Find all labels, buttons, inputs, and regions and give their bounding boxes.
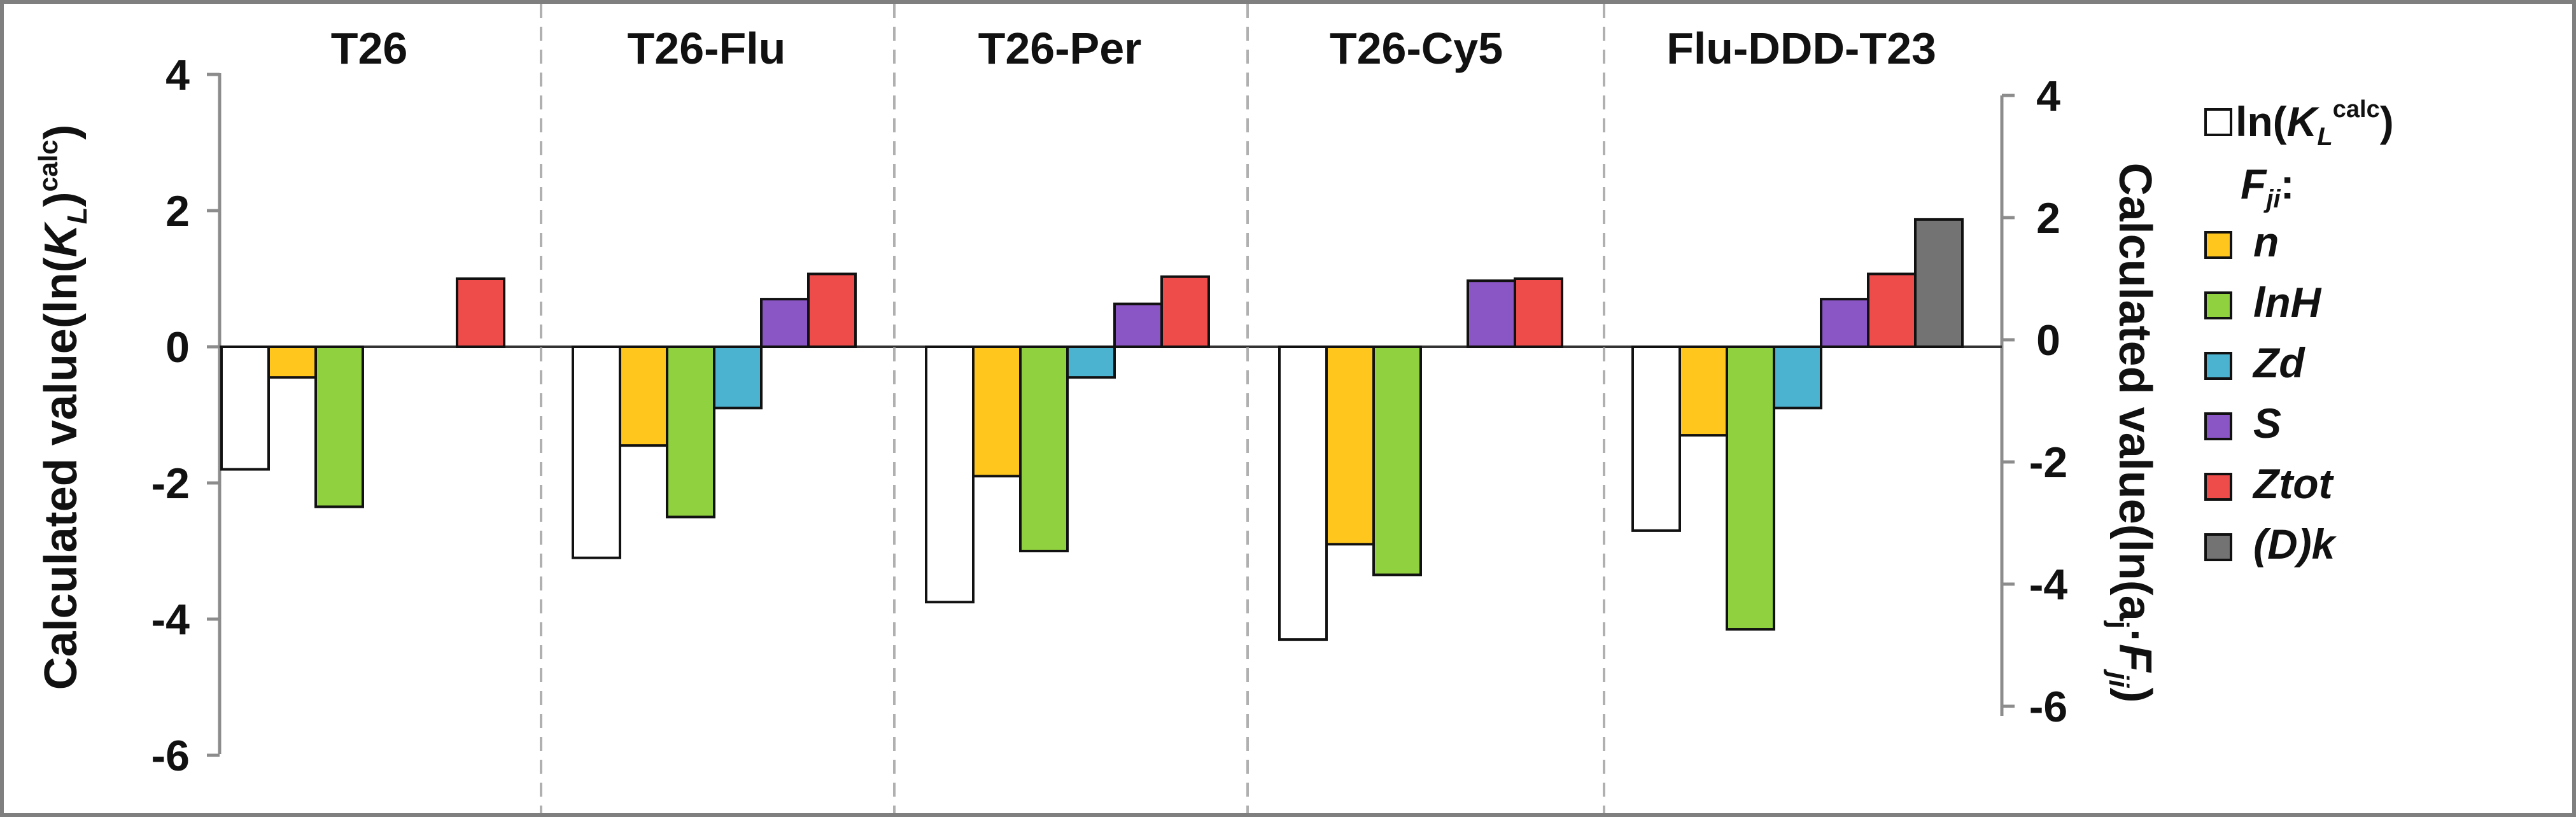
bar-flu-ddd-t23-4 [1820, 298, 1869, 349]
bar-flu-ddd-t23-2 [1726, 346, 1775, 631]
bar-t26-0 [220, 346, 270, 471]
bar-t26-per-4 [1113, 302, 1163, 348]
legend-swatch-0 [2204, 231, 2232, 259]
bar-t26-flu-5 [807, 272, 857, 349]
legend-header-colon: : [2281, 160, 2295, 207]
bar-t26-2 [314, 346, 364, 508]
left-tick-label-0: 4 [165, 51, 190, 99]
left-ylabel-k: K [36, 221, 87, 257]
right-tick-label-4: -4 [2029, 561, 2068, 609]
right-ylabel-dot: · [2109, 629, 2160, 644]
right-y-axis-label: Calculated value(ln(aj·Fji) [2103, 163, 2160, 703]
right-tick-label-0: 4 [2036, 72, 2060, 120]
bars-group [220, 218, 1964, 641]
legend-header-f: F [2241, 160, 2267, 207]
left-tick-label-5: -6 [151, 732, 190, 780]
legend-swatch-4 [2204, 473, 2232, 501]
legend-swatch-lnkl [2204, 108, 2232, 136]
bar-t26-cy5-1 [1325, 346, 1375, 546]
panel-title-1: T26 [331, 24, 408, 73]
bar-t26-per-0 [925, 346, 975, 604]
bar-t26-cy5-2 [1372, 346, 1422, 576]
bar-flu-ddd-t23-0 [1631, 346, 1681, 532]
legend-label-lnkl: ln(KLcalc) [2235, 96, 2394, 151]
bar-t26-flu-0 [572, 346, 621, 559]
panel-title-4: T26-Cy5 [1330, 24, 1503, 73]
legend: ln(KLcalc) Fji: n lnH Zd S Ztot (D)k [2204, 96, 2394, 568]
legend-label-5: (D)k [2253, 520, 2337, 568]
left-ylabel-sup-calc: calc [33, 140, 63, 192]
left-y-ticks: 4 2 0 -2 -4 -6 [151, 51, 220, 780]
legend-lnkl-sub-l: L [2317, 123, 2332, 151]
left-tick-label-4: -4 [151, 596, 190, 644]
right-tick-label-5: -6 [2029, 683, 2067, 731]
panel-title-2: T26-Flu [628, 24, 786, 73]
legend-lnkl-prefix: ln( [2235, 98, 2287, 145]
bar-t26-per-5 [1160, 275, 1210, 349]
legend-label-1: lnH [2253, 279, 2322, 326]
right-ylabel-prefix: Calculated value(ln(a [2109, 163, 2160, 622]
bar-t26-flu-4 [760, 298, 810, 349]
bar-t26-5 [456, 277, 505, 348]
legend-lnkl-end: ) [2380, 98, 2394, 145]
left-ylabel-prefix: Calculated value(ln( [36, 257, 87, 690]
bar-flu-ddd-t23-1 [1679, 346, 1728, 437]
right-ylabel-sub-ji: ji [2103, 669, 2134, 688]
left-ylabel-end: ) [36, 125, 87, 140]
legend-swatch-3 [2204, 412, 2232, 440]
legend-header: Fji: [2241, 160, 2295, 213]
right-tick-label-1: 2 [2036, 194, 2060, 242]
bar-t26-flu-3 [713, 346, 763, 410]
legend-header-sub-ji: ji [2263, 185, 2281, 213]
right-ylabel-sub-j: j [2103, 620, 2134, 629]
left-y-axis-label: Calculated value(ln(KL)calc) [33, 125, 93, 690]
left-tick-label-2: 0 [165, 323, 190, 372]
bar-t26-1 [267, 346, 317, 379]
legend-label-0: n [2253, 218, 2279, 265]
right-tick-label-2: 0 [2036, 316, 2060, 365]
legend-label-4: Ztot [2252, 460, 2335, 507]
bar-flu-ddd-t23-3 [1773, 346, 1822, 410]
legend-swatch-5 [2204, 533, 2232, 561]
panel-title-3: T26-Per [978, 24, 1142, 73]
bar-t26-cy5-4 [1467, 279, 1516, 348]
bar-flu-ddd-t23-6 [1914, 218, 1964, 348]
right-y-ticks: 4 2 0 -2 -4 -6 [2002, 72, 2067, 731]
bar-t26-flu-1 [619, 346, 668, 447]
bar-t26-per-2 [1019, 346, 1069, 552]
bar-t26-cy5-5 [1514, 277, 1563, 348]
legend-lnkl-k: K [2287, 98, 2320, 145]
left-ylabel-close: ) [36, 192, 87, 207]
left-ylabel-sub-l: L [62, 207, 93, 224]
bar-t26-cy5-0 [1278, 346, 1328, 641]
legend-items: n lnH Zd S Ztot (D)k [2204, 218, 2337, 568]
right-ylabel-end: ) [2109, 687, 2160, 702]
legend-label-2: Zd [2252, 339, 2305, 386]
left-tick-label-1: 2 [165, 187, 190, 235]
legend-swatch-1 [2204, 291, 2232, 319]
legend-lnkl-sup-calc: calc [2333, 96, 2380, 123]
left-tick-label-3: -2 [151, 459, 190, 508]
legend-label-3: S [2253, 400, 2281, 447]
right-tick-label-3: -2 [2029, 438, 2067, 487]
bar-flu-ddd-t23-5 [1867, 272, 1917, 349]
panel-title-5: Flu-DDD-T23 [1666, 24, 1936, 73]
bar-t26-per-1 [972, 346, 1022, 478]
right-ylabel-f: F [2109, 644, 2160, 673]
bar-t26-per-3 [1066, 346, 1116, 379]
bar-t26-flu-2 [666, 346, 715, 519]
legend-swatch-2 [2204, 352, 2232, 380]
